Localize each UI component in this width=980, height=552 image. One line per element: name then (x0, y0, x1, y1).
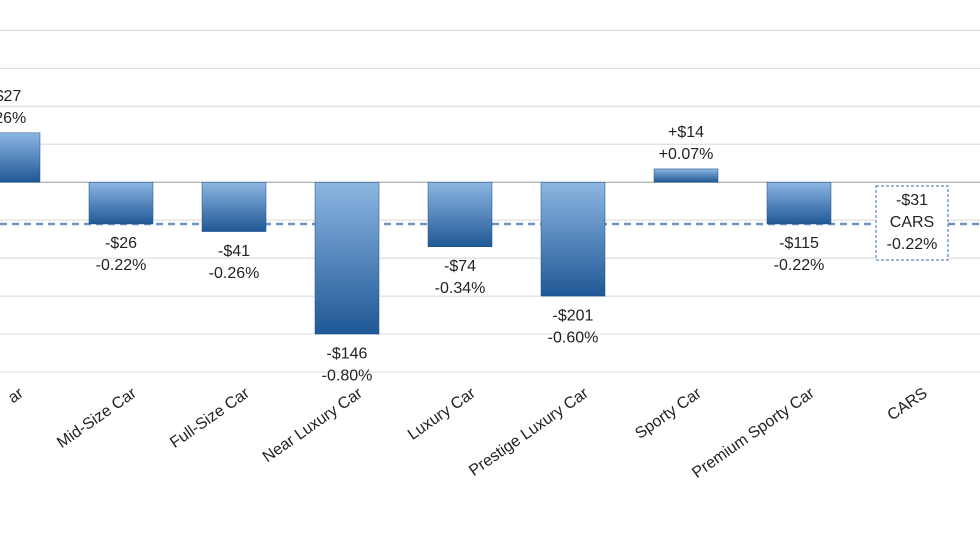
value-label: -0.80% (322, 367, 373, 384)
x-tick-label: ar (5, 384, 27, 406)
dollar-label: -$201 (553, 307, 594, 324)
x-tick-label: Luxury Car (405, 384, 479, 443)
value-label: -0.60% (548, 329, 599, 346)
average-value: -0.22% (887, 236, 938, 253)
bar (88, 181, 154, 225)
bar (427, 181, 493, 247)
bar (766, 181, 832, 225)
average-box (875, 185, 949, 261)
value-label: +0.07% (659, 146, 714, 163)
x-tick-label: CARS (885, 385, 931, 424)
bar (201, 181, 267, 232)
x-tick-label: Near Luxury Car (260, 384, 366, 466)
bar (314, 181, 380, 335)
bar (653, 168, 719, 183)
dollar-label: -$41 (218, 243, 250, 260)
dollar-label: -$26 (105, 235, 137, 252)
x-tick-label: Mid-Size Car (54, 384, 140, 451)
average-name: CARS (890, 214, 934, 231)
value-label: -0.22% (96, 257, 147, 274)
x-tick-label: Full-Size Car (167, 384, 253, 451)
value-label: -0.34% (435, 280, 486, 297)
bar (0, 132, 41, 183)
dollar-label: -$115 (779, 235, 819, 252)
dollar-label: -$74 (444, 258, 476, 275)
average-dollar: -$31 (896, 192, 928, 209)
dollar-label: $27 (0, 88, 21, 105)
dollar-label: +$14 (668, 124, 704, 141)
x-tick-label: Premium Sporty Car (689, 384, 818, 481)
x-tick-label: Prestige Luxury Car (466, 384, 592, 479)
dollar-label: -$146 (327, 345, 368, 362)
x-tick-label: Sporty Car (632, 384, 705, 442)
bar (540, 181, 606, 297)
value-label: -0.22% (774, 257, 825, 274)
value-label: -0.26% (209, 265, 260, 282)
value-label: .26% (0, 110, 26, 127)
